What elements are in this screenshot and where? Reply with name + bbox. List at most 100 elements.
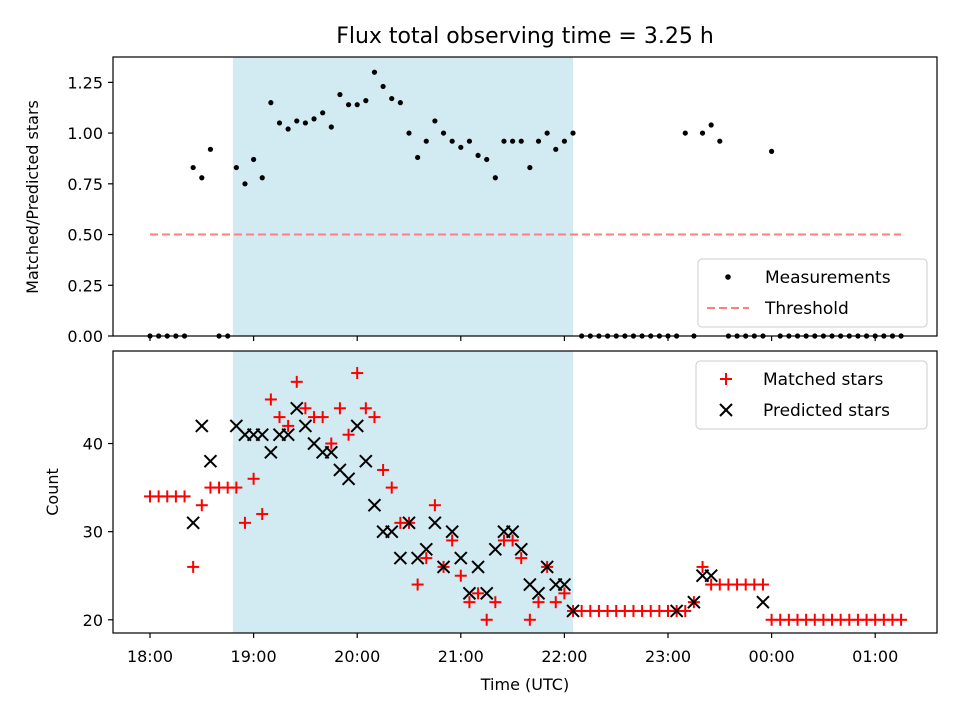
matched-star-point xyxy=(377,463,390,476)
matched-star-point xyxy=(420,552,433,565)
legend-matched-label: Matched stars xyxy=(763,370,883,390)
top-shaded-region xyxy=(232,57,574,336)
bottom-legend: Matched stars Predicted stars xyxy=(695,360,928,430)
predicted-star-point xyxy=(454,551,468,565)
x-axis-label: Time (UTC) xyxy=(480,675,569,694)
y-tick-label: 0.25 xyxy=(67,276,103,295)
measurement-point xyxy=(345,102,352,108)
matched-star-point xyxy=(351,367,364,380)
predicted-star-point xyxy=(566,604,580,618)
measurement-point xyxy=(259,175,265,181)
y-tick-label: 1.00 xyxy=(67,124,103,143)
matched-star-point xyxy=(515,552,528,565)
predicted-star-point xyxy=(281,428,295,442)
y-tick-label: 0.75 xyxy=(67,175,103,194)
predicted-star-point xyxy=(756,595,770,609)
y-tick-label: 40 xyxy=(83,435,103,454)
predicted-star-point xyxy=(203,454,218,468)
top-x-ticks xyxy=(149,336,876,341)
measurement-point xyxy=(717,138,723,144)
top-y-axis-label: Matched/Predicted stars xyxy=(23,100,42,294)
predicted-star-point xyxy=(687,595,701,609)
measurement-point xyxy=(328,124,334,130)
measurement-point xyxy=(199,175,205,181)
measurement-point xyxy=(207,146,214,152)
matched-star-point xyxy=(299,402,312,415)
matched-star-point xyxy=(480,613,493,626)
matched-star-point xyxy=(187,560,200,573)
predicted-star-point xyxy=(514,542,528,556)
measurement-point xyxy=(337,91,343,98)
bottom-y-ticks: 20 30 40 xyxy=(83,435,113,630)
matched-star-point xyxy=(532,596,545,609)
measurement-point xyxy=(561,138,568,144)
predicted-star-point xyxy=(419,542,433,556)
measurement-point xyxy=(190,164,196,171)
measurement-point xyxy=(423,138,429,144)
legend-measurements-marker xyxy=(725,274,731,280)
matched-star-point xyxy=(385,481,398,494)
measurement-point xyxy=(682,130,688,136)
predicted-star-point xyxy=(393,551,408,565)
matched-star-point xyxy=(368,411,381,424)
measurement-point xyxy=(458,144,464,150)
matched-star-point xyxy=(290,375,303,388)
x-tick-label: 23:00 xyxy=(645,647,691,666)
predicted-star-point xyxy=(428,516,442,530)
measurement-point xyxy=(544,130,550,136)
matched-star-point xyxy=(549,596,562,609)
measurement-point xyxy=(509,138,516,144)
x-tick-label: 22:00 xyxy=(541,647,587,666)
matched-star-point xyxy=(195,499,208,512)
matched-star-point xyxy=(411,578,424,591)
measurement-point xyxy=(484,156,490,163)
bottom-shaded-region xyxy=(232,351,574,633)
measurement-point xyxy=(699,130,706,136)
predicted-star-point xyxy=(290,401,304,415)
measurement-point xyxy=(354,102,360,108)
measurement-point xyxy=(415,154,421,161)
measurement-point xyxy=(242,181,248,187)
predicted-star-point xyxy=(367,498,382,512)
matched-star-point xyxy=(264,393,277,406)
measurement-point xyxy=(492,175,498,181)
measurement-point xyxy=(449,138,455,144)
y-tick-label: 30 xyxy=(83,523,103,542)
measurement-point xyxy=(518,138,524,144)
x-tick-label: 00:00 xyxy=(749,647,795,666)
top-legend-box xyxy=(697,258,928,328)
predicted-star-point xyxy=(350,419,364,433)
chart-title: Flux total observing time = 3.25 h xyxy=(336,24,714,49)
predicted-star-point xyxy=(488,542,503,556)
predicted-star-point xyxy=(298,419,313,433)
matched-star-point xyxy=(446,534,459,547)
measurement-point xyxy=(440,130,447,136)
bottom-panel: 20 30 40 18:00 19:00 20:00 21:00 22:00 23:00 00:… xyxy=(43,350,938,694)
y-tick-label: 0.00 xyxy=(67,327,103,346)
measurement-point xyxy=(501,138,507,144)
predicted-star-point xyxy=(479,586,494,601)
matched-star-point xyxy=(359,402,372,415)
matched-star-point xyxy=(282,419,295,432)
matched-star-point xyxy=(238,516,251,529)
matched-star-point xyxy=(895,613,908,626)
predicted-star-point xyxy=(505,524,520,539)
matched-star-point xyxy=(756,578,769,591)
measurement-point xyxy=(380,83,386,90)
measurement-point xyxy=(311,116,317,122)
measurement-point xyxy=(285,126,291,132)
measurement-point xyxy=(276,120,283,126)
bottom-legend-box xyxy=(695,360,928,430)
predicted-star-point xyxy=(445,524,459,539)
predicted-star-point xyxy=(359,454,373,468)
measurement-point xyxy=(363,98,369,104)
predicted-star-point xyxy=(462,586,477,601)
measurement-point xyxy=(570,130,576,136)
matched-star-point xyxy=(454,569,467,582)
bottom-y-axis-label: Count xyxy=(43,468,62,516)
predicted-star-point xyxy=(540,560,554,574)
top-legend: Measurements Threshold xyxy=(697,258,928,328)
predicted-star-point xyxy=(324,445,339,460)
y-tick-label: 20 xyxy=(83,611,103,630)
